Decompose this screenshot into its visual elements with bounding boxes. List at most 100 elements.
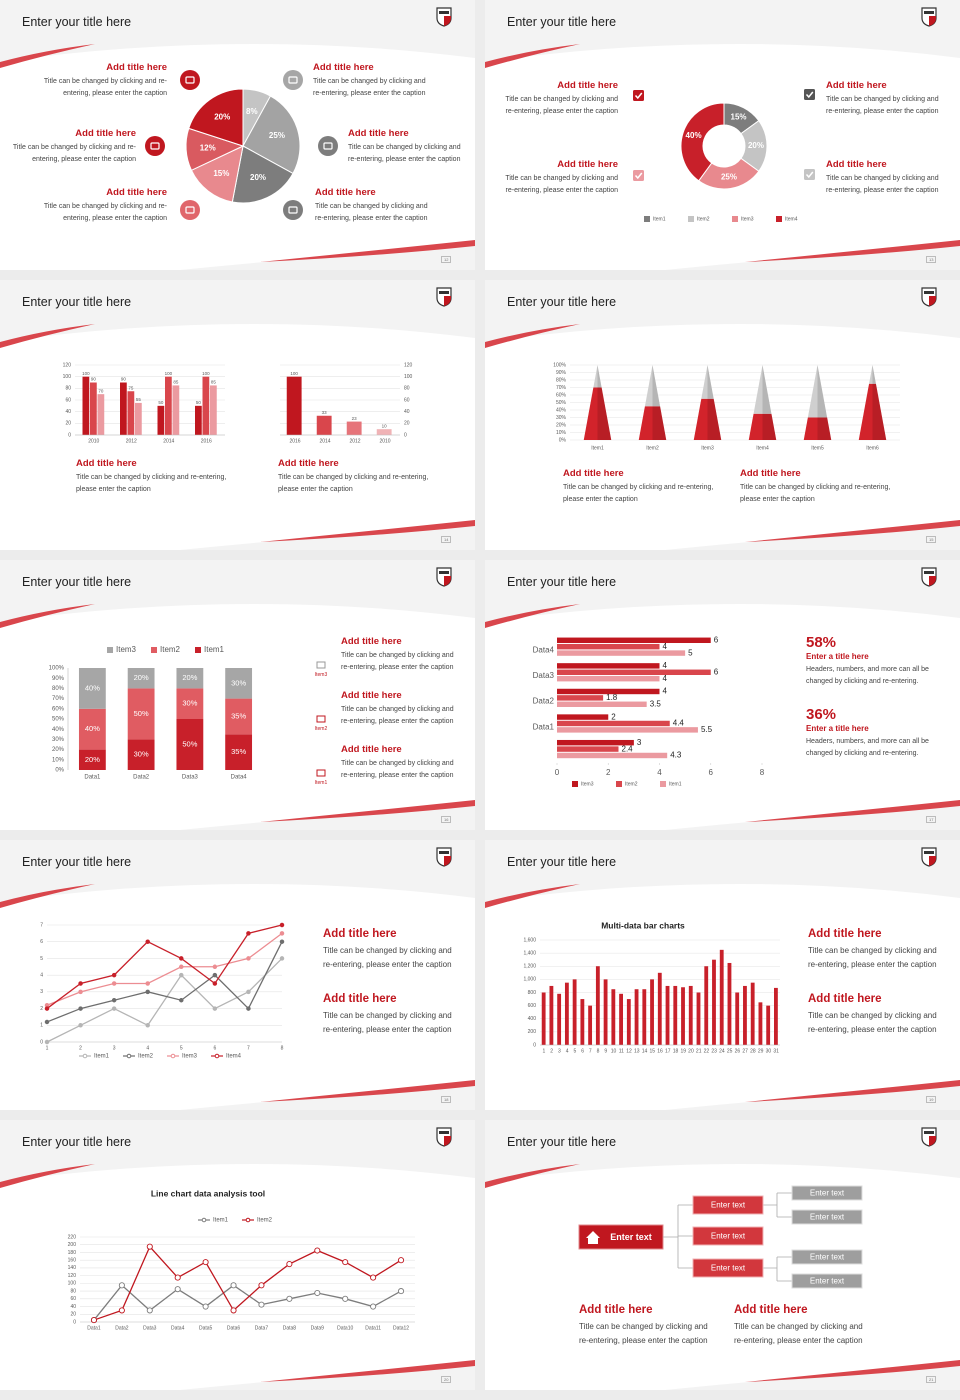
bar	[557, 675, 660, 682]
x-tick-label: Data2	[133, 775, 150, 781]
point-marker	[246, 931, 251, 936]
y-tick-label: 70%	[52, 696, 65, 702]
pyramid-shade	[652, 406, 667, 440]
logo-bar	[439, 1131, 449, 1134]
block-text: Title can be changed by clicking and re-…	[505, 175, 618, 194]
bar-segment	[225, 698, 253, 735]
legend-marker	[201, 1217, 207, 1223]
leaf-label: Enter text	[810, 1277, 845, 1286]
chart-title: Line chart data analysis tool	[151, 1188, 265, 1198]
pyramid-shade	[872, 365, 876, 384]
point-marker	[174, 1286, 181, 1293]
y-tick-label: 2	[40, 1006, 43, 1012]
block-text: Headers, numbers, and more can all be ch…	[806, 738, 929, 757]
y-tick-label: 40	[70, 1304, 76, 1310]
point-marker	[179, 997, 184, 1003]
pyramid-segment	[858, 383, 887, 440]
block-heading: Add title here	[106, 62, 167, 73]
slide: 15% 20% 25% 40% Item1 Item2 Item3 Item4 Enter yo…	[485, 0, 960, 270]
bar	[634, 989, 639, 1045]
legend-label: Item3	[581, 781, 594, 787]
point-marker	[202, 1303, 209, 1310]
bar	[210, 385, 217, 435]
header-band	[485, 560, 960, 622]
icon-caption: Item2	[314, 726, 328, 732]
value-label: 4	[663, 661, 668, 670]
icon-glyph	[150, 142, 160, 150]
logo-red	[929, 296, 936, 306]
block-text: Title can be changed by clicking and re-…	[740, 484, 891, 503]
slide: 0 20 40 60 80 100 120 2010 100 90 70 2012 90 75 55 2014…	[0, 280, 475, 550]
leaf-box	[791, 1273, 863, 1289]
block-text: Title can be changed by clicking and re-…	[579, 1322, 708, 1345]
x-tick-label: 4	[566, 1048, 569, 1054]
slide: 0% 10% 20% 30% 40% 50% 60% 70% 80% 90% 100% Item1 It…	[485, 280, 960, 550]
page-number: 12	[441, 256, 452, 263]
slide-canvas: 0 2 4 6 8 32.4 4.3 Data1 2 4.4 5.5 Data2 4 1.8 3.5 Data…	[485, 560, 960, 830]
block-text: Title can be changed by clicking and re-…	[278, 474, 429, 493]
value-label: 6	[714, 636, 719, 645]
y-tick-label: 30%	[556, 415, 567, 421]
x-tick-label: 7	[247, 1045, 250, 1051]
x-tick-label: Data3	[182, 775, 199, 781]
text-block: Add title here Title can be changed by cl…	[579, 1304, 714, 1348]
value-label: 5	[688, 648, 693, 657]
x-tick-label: 6	[581, 1048, 584, 1054]
legend-label: Item2	[160, 645, 181, 654]
slide: 0 20 40 60 80 100 120 140 160 180 200 220 Data1 Data2…	[0, 1120, 475, 1390]
point-marker	[230, 1282, 237, 1289]
page-number: 17	[926, 816, 937, 823]
value-label: 55	[136, 397, 142, 402]
block-text: Headers, numbers, and more can all be ch…	[806, 666, 929, 685]
point-marker	[174, 1274, 181, 1281]
x-tick-label: Data6	[227, 1325, 241, 1331]
logo-bar	[924, 11, 934, 14]
point-marker	[258, 1282, 265, 1289]
segment-label: 20%	[182, 673, 197, 682]
bar	[766, 1005, 771, 1045]
y-tick-label: 10%	[556, 430, 567, 436]
bar	[743, 985, 747, 1045]
header-band	[0, 1120, 475, 1182]
bar	[346, 421, 362, 435]
legend-swatch	[776, 216, 782, 222]
logo-bar	[924, 571, 934, 574]
text-block: Add title here Title can be changed by cl…	[315, 187, 437, 225]
bar-segment	[78, 708, 106, 750]
segment-label: 40%	[85, 724, 100, 733]
slide-title: Enter your title here	[507, 855, 617, 869]
logo-bar	[924, 851, 934, 854]
bar	[82, 376, 90, 435]
segment-label: 30%	[134, 750, 149, 759]
pyramid-shade	[707, 398, 722, 440]
y-tick-label: 20%	[556, 422, 567, 428]
x-tick-label: 4	[146, 1045, 149, 1051]
point-marker	[212, 1006, 218, 1011]
block-heading: Add title here	[734, 1304, 808, 1316]
x-tick-label: 9	[604, 1048, 607, 1054]
y-tick-label: 60%	[52, 706, 65, 712]
point-marker	[90, 1317, 98, 1324]
logo-red	[444, 1136, 451, 1146]
y-tick-label: 40	[65, 409, 71, 415]
y-tick-label: 180	[68, 1250, 77, 1256]
logo	[921, 7, 937, 27]
point-marker	[286, 1260, 293, 1268]
point-marker	[258, 1301, 265, 1308]
slide-canvas: 8% 25% 20% 15% 12% 20%	[0, 0, 475, 270]
slide-canvas: 0204060801001202010100907020129075552014…	[0, 280, 475, 550]
x-tick-label: Data11	[365, 1325, 381, 1331]
block-text: Title can be changed by clicking and re-…	[826, 175, 939, 194]
icon-shape	[316, 715, 326, 723]
legend-label: Item2	[257, 1218, 273, 1224]
point-marker	[179, 964, 184, 970]
point-marker	[145, 989, 150, 995]
legend-swatch	[660, 781, 666, 787]
pyramid-segment	[583, 387, 612, 440]
y-tick-label: 50%	[556, 400, 567, 406]
y-tick-label: 40%	[52, 727, 65, 733]
legend-label: Item2	[697, 216, 710, 222]
x-tick-label: 21	[696, 1048, 702, 1054]
